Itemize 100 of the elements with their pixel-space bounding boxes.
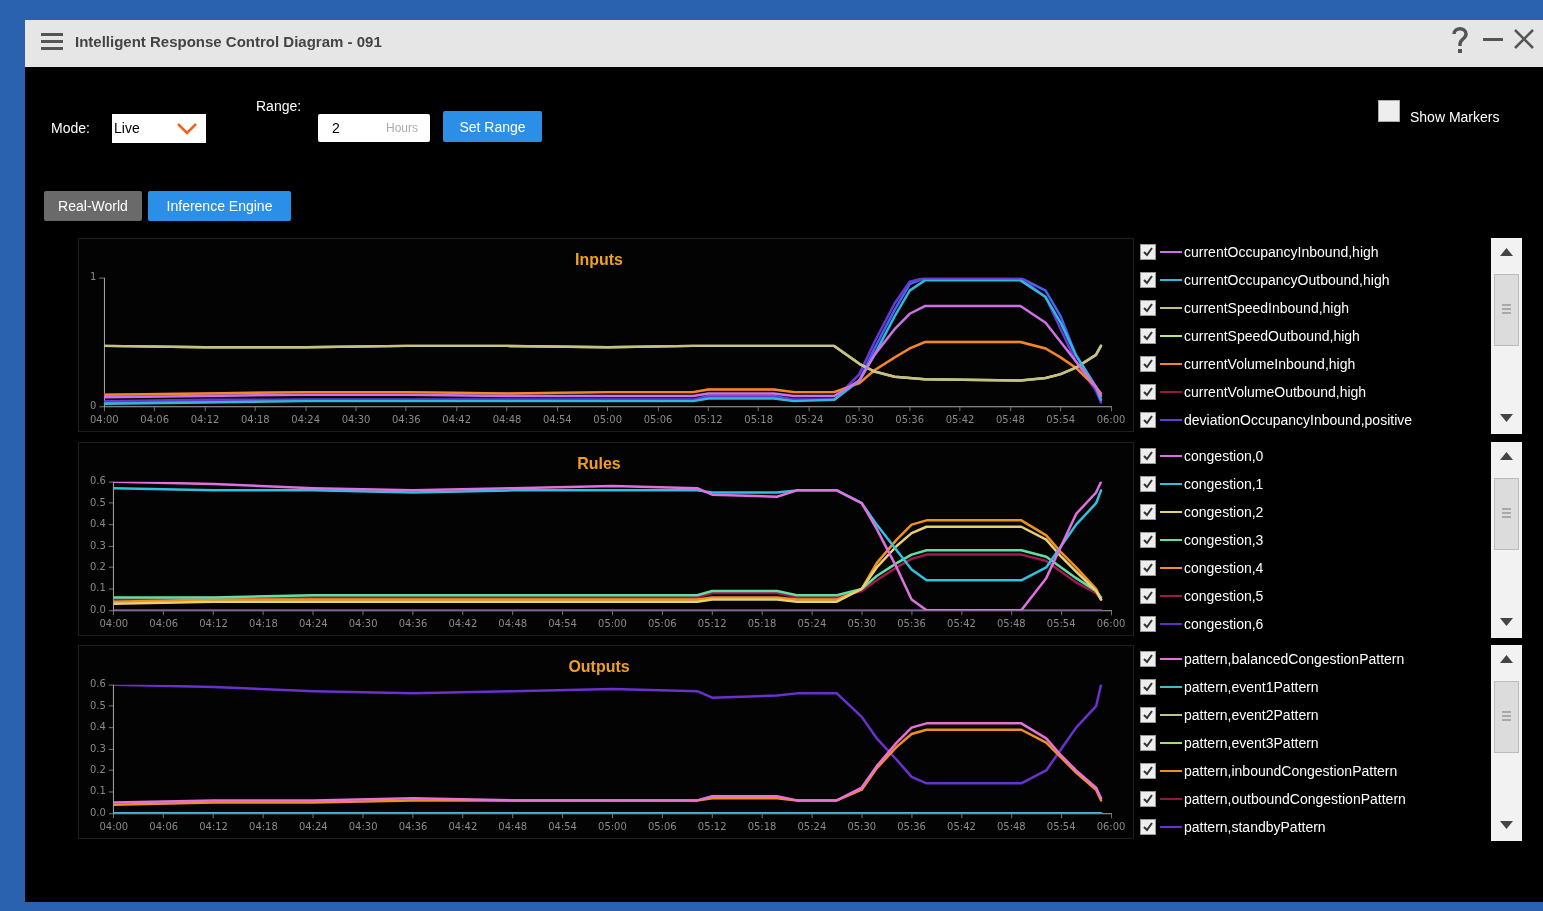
y-tick-label: 0	[89, 399, 97, 411]
legend-label: currentVolumeInbound,high	[1184, 356, 1356, 372]
legend-label: congestion,3	[1184, 532, 1264, 548]
text: Range:	[256, 98, 302, 114]
x-tick-label: 06:00	[1096, 820, 1126, 832]
x-tick-label: 05:54	[1046, 820, 1076, 832]
legend-label: pattern,standbyPattern	[1184, 819, 1326, 835]
x-tick-label: 04:24	[298, 820, 328, 832]
y-tick-label: 0.5	[90, 699, 106, 711]
y-tick-label: 1	[89, 271, 97, 283]
legend-label: congestion,6	[1184, 616, 1264, 632]
x-tick-label: 05:54	[1046, 617, 1076, 629]
x-tick-label: 04:48	[498, 820, 528, 832]
y-tick-label: 0.3	[90, 742, 106, 754]
x-tick-label: 05:18	[744, 413, 774, 425]
x-tick-label: 04:06	[140, 413, 170, 425]
x-tick-label: 05:48	[996, 617, 1026, 629]
text: Set Range	[443, 111, 542, 142]
x-tick-label: 05:18	[747, 617, 777, 629]
x-tick-label: 06:00	[1096, 413, 1126, 425]
x-tick-label: 04:24	[298, 617, 328, 629]
legend-label: currentOccupancyInbound,high	[1184, 244, 1379, 260]
chart-title: Rules	[577, 454, 621, 472]
x-tick-label: 05:06	[647, 617, 677, 629]
x-tick-label: 04:00	[99, 820, 129, 832]
text: Intelligent Response Control Diagram - 091	[75, 33, 382, 50]
x-tick-label: 05:24	[794, 413, 824, 425]
x-tick-label: 05:42	[945, 413, 975, 425]
y-tick-label: 0.4	[90, 518, 106, 530]
y-tick-label: 0.2	[90, 561, 106, 572]
x-tick-label: 04:42	[448, 820, 478, 832]
x-tick-label: 04:48	[492, 413, 522, 425]
text: Mode:	[51, 120, 90, 136]
text: Show Markers	[1410, 109, 1500, 125]
y-tick-label: 0.3	[90, 539, 106, 551]
x-tick-label: 04:30	[348, 617, 378, 629]
legend-label: pattern,outboundCongestionPattern	[1184, 791, 1406, 807]
x-tick-label: 04:42	[442, 413, 472, 425]
x-tick-label: 05:00	[598, 617, 627, 629]
legend-label: pattern,inboundCongestionPattern	[1184, 763, 1398, 779]
x-tick-label: 04:54	[542, 413, 572, 425]
x-tick-label: 04:54	[548, 617, 577, 629]
legend-label: currentOccupancyOutbound,high	[1184, 272, 1390, 288]
y-tick-label: 0.6	[90, 475, 106, 487]
x-tick-label: 05:36	[895, 413, 925, 425]
chart-title: Inputs	[575, 250, 624, 268]
text: 2	[332, 120, 340, 136]
legend-label: pattern,event1Pattern	[1184, 679, 1319, 695]
x-tick-label: 04:24	[291, 413, 321, 425]
x-tick-label: 05:00	[593, 413, 623, 425]
x-tick-label: 04:42	[448, 617, 478, 629]
text: Inference Engine	[148, 191, 291, 221]
x-tick-label: 05:12	[697, 617, 727, 629]
x-tick-label: 04:18	[249, 820, 278, 832]
legend-label: congestion,4	[1184, 560, 1264, 576]
y-tick-label: 0.2	[90, 764, 106, 775]
x-tick-label: 04:12	[190, 413, 220, 425]
legend-label: congestion,2	[1184, 504, 1264, 520]
x-tick-label: 04:36	[398, 820, 428, 832]
x-tick-label: 04:00	[89, 413, 119, 425]
x-tick-label: 04:06	[149, 617, 179, 629]
x-tick-label: 04:18	[249, 617, 278, 629]
x-tick-label: 04:06	[149, 820, 179, 832]
x-tick-label: 05:24	[797, 617, 827, 629]
y-tick-label: 0.5	[90, 496, 106, 508]
y-tick-label: 0.1	[90, 582, 106, 594]
legend-label: currentVolumeOutbound,high	[1184, 384, 1367, 400]
x-tick-label: 04:12	[199, 820, 228, 832]
x-tick-label: 05:12	[693, 413, 723, 425]
x-tick-label: 05:12	[697, 820, 727, 832]
text: Live	[114, 120, 140, 136]
legend-label: congestion,5	[1184, 588, 1264, 604]
x-tick-label: 05:30	[847, 820, 877, 832]
x-tick-label: 04:18	[240, 413, 270, 425]
x-tick-label: 04:30	[348, 820, 378, 832]
x-tick-label: 05:48	[996, 820, 1026, 832]
x-tick-label: 04:48	[498, 617, 528, 629]
text: Hours	[386, 121, 419, 135]
x-tick-label: 05:30	[845, 413, 874, 425]
x-tick-label: 05:06	[647, 820, 677, 832]
legend-label: pattern,event2Pattern	[1184, 707, 1319, 723]
y-tick-label: 0.0	[90, 806, 106, 818]
x-tick-label: 05:30	[847, 617, 877, 629]
x-tick-label: 05:42	[947, 820, 976, 832]
x-tick-label: 05:36	[897, 820, 926, 832]
x-tick-label: 05:24	[797, 820, 827, 832]
legend-label: currentSpeedOutbound,high	[1184, 328, 1360, 344]
y-tick-label: 0.6	[90, 678, 106, 690]
y-tick-label: 0.4	[90, 721, 106, 733]
x-tick-label: 06:00	[1096, 617, 1126, 629]
x-tick-label: 05:42	[947, 617, 976, 629]
x-tick-label: 05:54	[1046, 413, 1076, 425]
x-tick-label: 05:36	[897, 617, 926, 629]
x-tick-label: 04:12	[199, 617, 228, 629]
legend-label: pattern,event3Pattern	[1184, 735, 1319, 751]
x-tick-label: 05:18	[747, 820, 777, 832]
x-tick-label: 05:00	[598, 820, 627, 832]
legend-label: pattern,balancedCongestionPattern	[1184, 651, 1405, 667]
chart-title: Outputs	[568, 657, 630, 675]
x-tick-label: 05:06	[643, 413, 673, 425]
